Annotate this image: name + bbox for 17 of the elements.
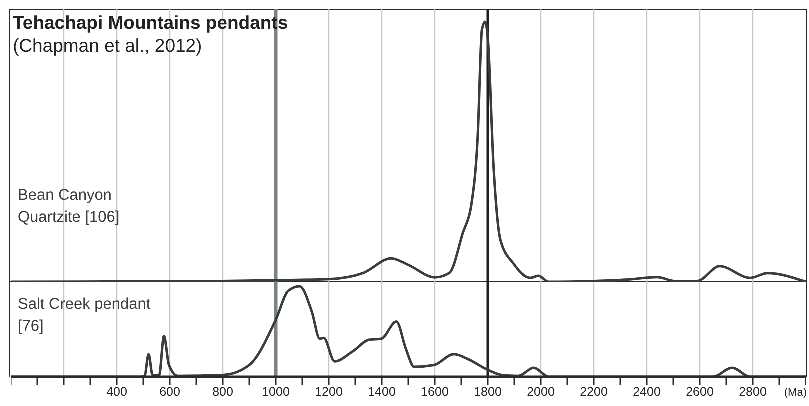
x-tick-label: 1800 [474,384,502,399]
x-tick-label: 1000 [262,384,290,399]
text: (Chapman et al., 2012) [13,35,202,57]
text: Bean Canyon Quartzite [106] [18,186,121,228]
x-tick-label: 2000 [526,384,554,399]
x-tick-label: 800 [212,384,233,399]
x-tick-label: 2600 [686,384,714,399]
x-tick-label: 400 [106,384,127,399]
series-label: Salt Creek pendant [76] [18,295,152,337]
x-tick-label: 600 [159,384,180,399]
x-axis-title: (Ma) [784,387,807,399]
x-tick-label: 1600 [420,384,448,399]
x-tick-label: 1200 [314,384,342,399]
x-tick-label: 1400 [368,384,396,399]
x-tick-label: 2400 [632,384,660,399]
x-tick-label: 2800 [738,384,766,399]
x-tick-label: 2200 [580,384,608,399]
